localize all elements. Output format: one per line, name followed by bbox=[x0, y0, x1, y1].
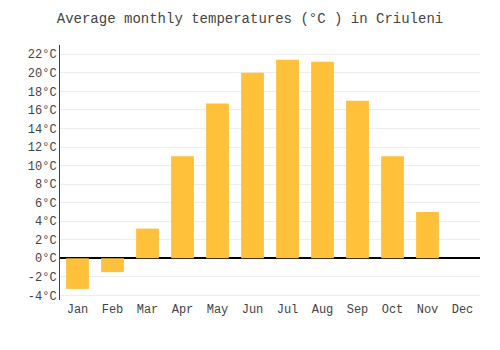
svg-text:Apr: Apr bbox=[172, 303, 194, 317]
svg-text:Average monthly temperatures (: Average monthly temperatures (°C ) in Cr… bbox=[57, 11, 443, 27]
svg-text:Dec: Dec bbox=[452, 303, 474, 317]
svg-text:12°C: 12°C bbox=[28, 141, 57, 155]
svg-text:16°C: 16°C bbox=[28, 104, 57, 118]
svg-text:-4°C: -4°C bbox=[28, 290, 57, 304]
svg-text:20°C: 20°C bbox=[28, 67, 57, 81]
svg-text:Jul: Jul bbox=[277, 303, 299, 317]
svg-text:4°C: 4°C bbox=[35, 215, 57, 229]
svg-text:Mar: Mar bbox=[137, 303, 159, 317]
svg-text:6°C: 6°C bbox=[35, 197, 57, 211]
svg-text:0°C: 0°C bbox=[35, 252, 57, 266]
svg-text:8°C: 8°C bbox=[35, 178, 57, 192]
svg-text:2°C: 2°C bbox=[35, 234, 57, 248]
svg-text:Jan: Jan bbox=[67, 303, 89, 317]
svg-text:Sep: Sep bbox=[347, 303, 369, 317]
svg-text:Aug: Aug bbox=[312, 303, 334, 317]
svg-text:22°C: 22°C bbox=[28, 48, 57, 62]
svg-text:May: May bbox=[207, 303, 229, 317]
svg-text:10°C: 10°C bbox=[28, 160, 57, 174]
svg-text:Oct: Oct bbox=[382, 303, 404, 317]
svg-text:18°C: 18°C bbox=[28, 86, 57, 100]
svg-text:Jun: Jun bbox=[242, 303, 264, 317]
svg-text:Feb: Feb bbox=[102, 303, 124, 317]
svg-text:-2°C: -2°C bbox=[28, 271, 57, 285]
svg-text:14°C: 14°C bbox=[28, 123, 57, 137]
svg-text:Nov: Nov bbox=[417, 303, 439, 317]
